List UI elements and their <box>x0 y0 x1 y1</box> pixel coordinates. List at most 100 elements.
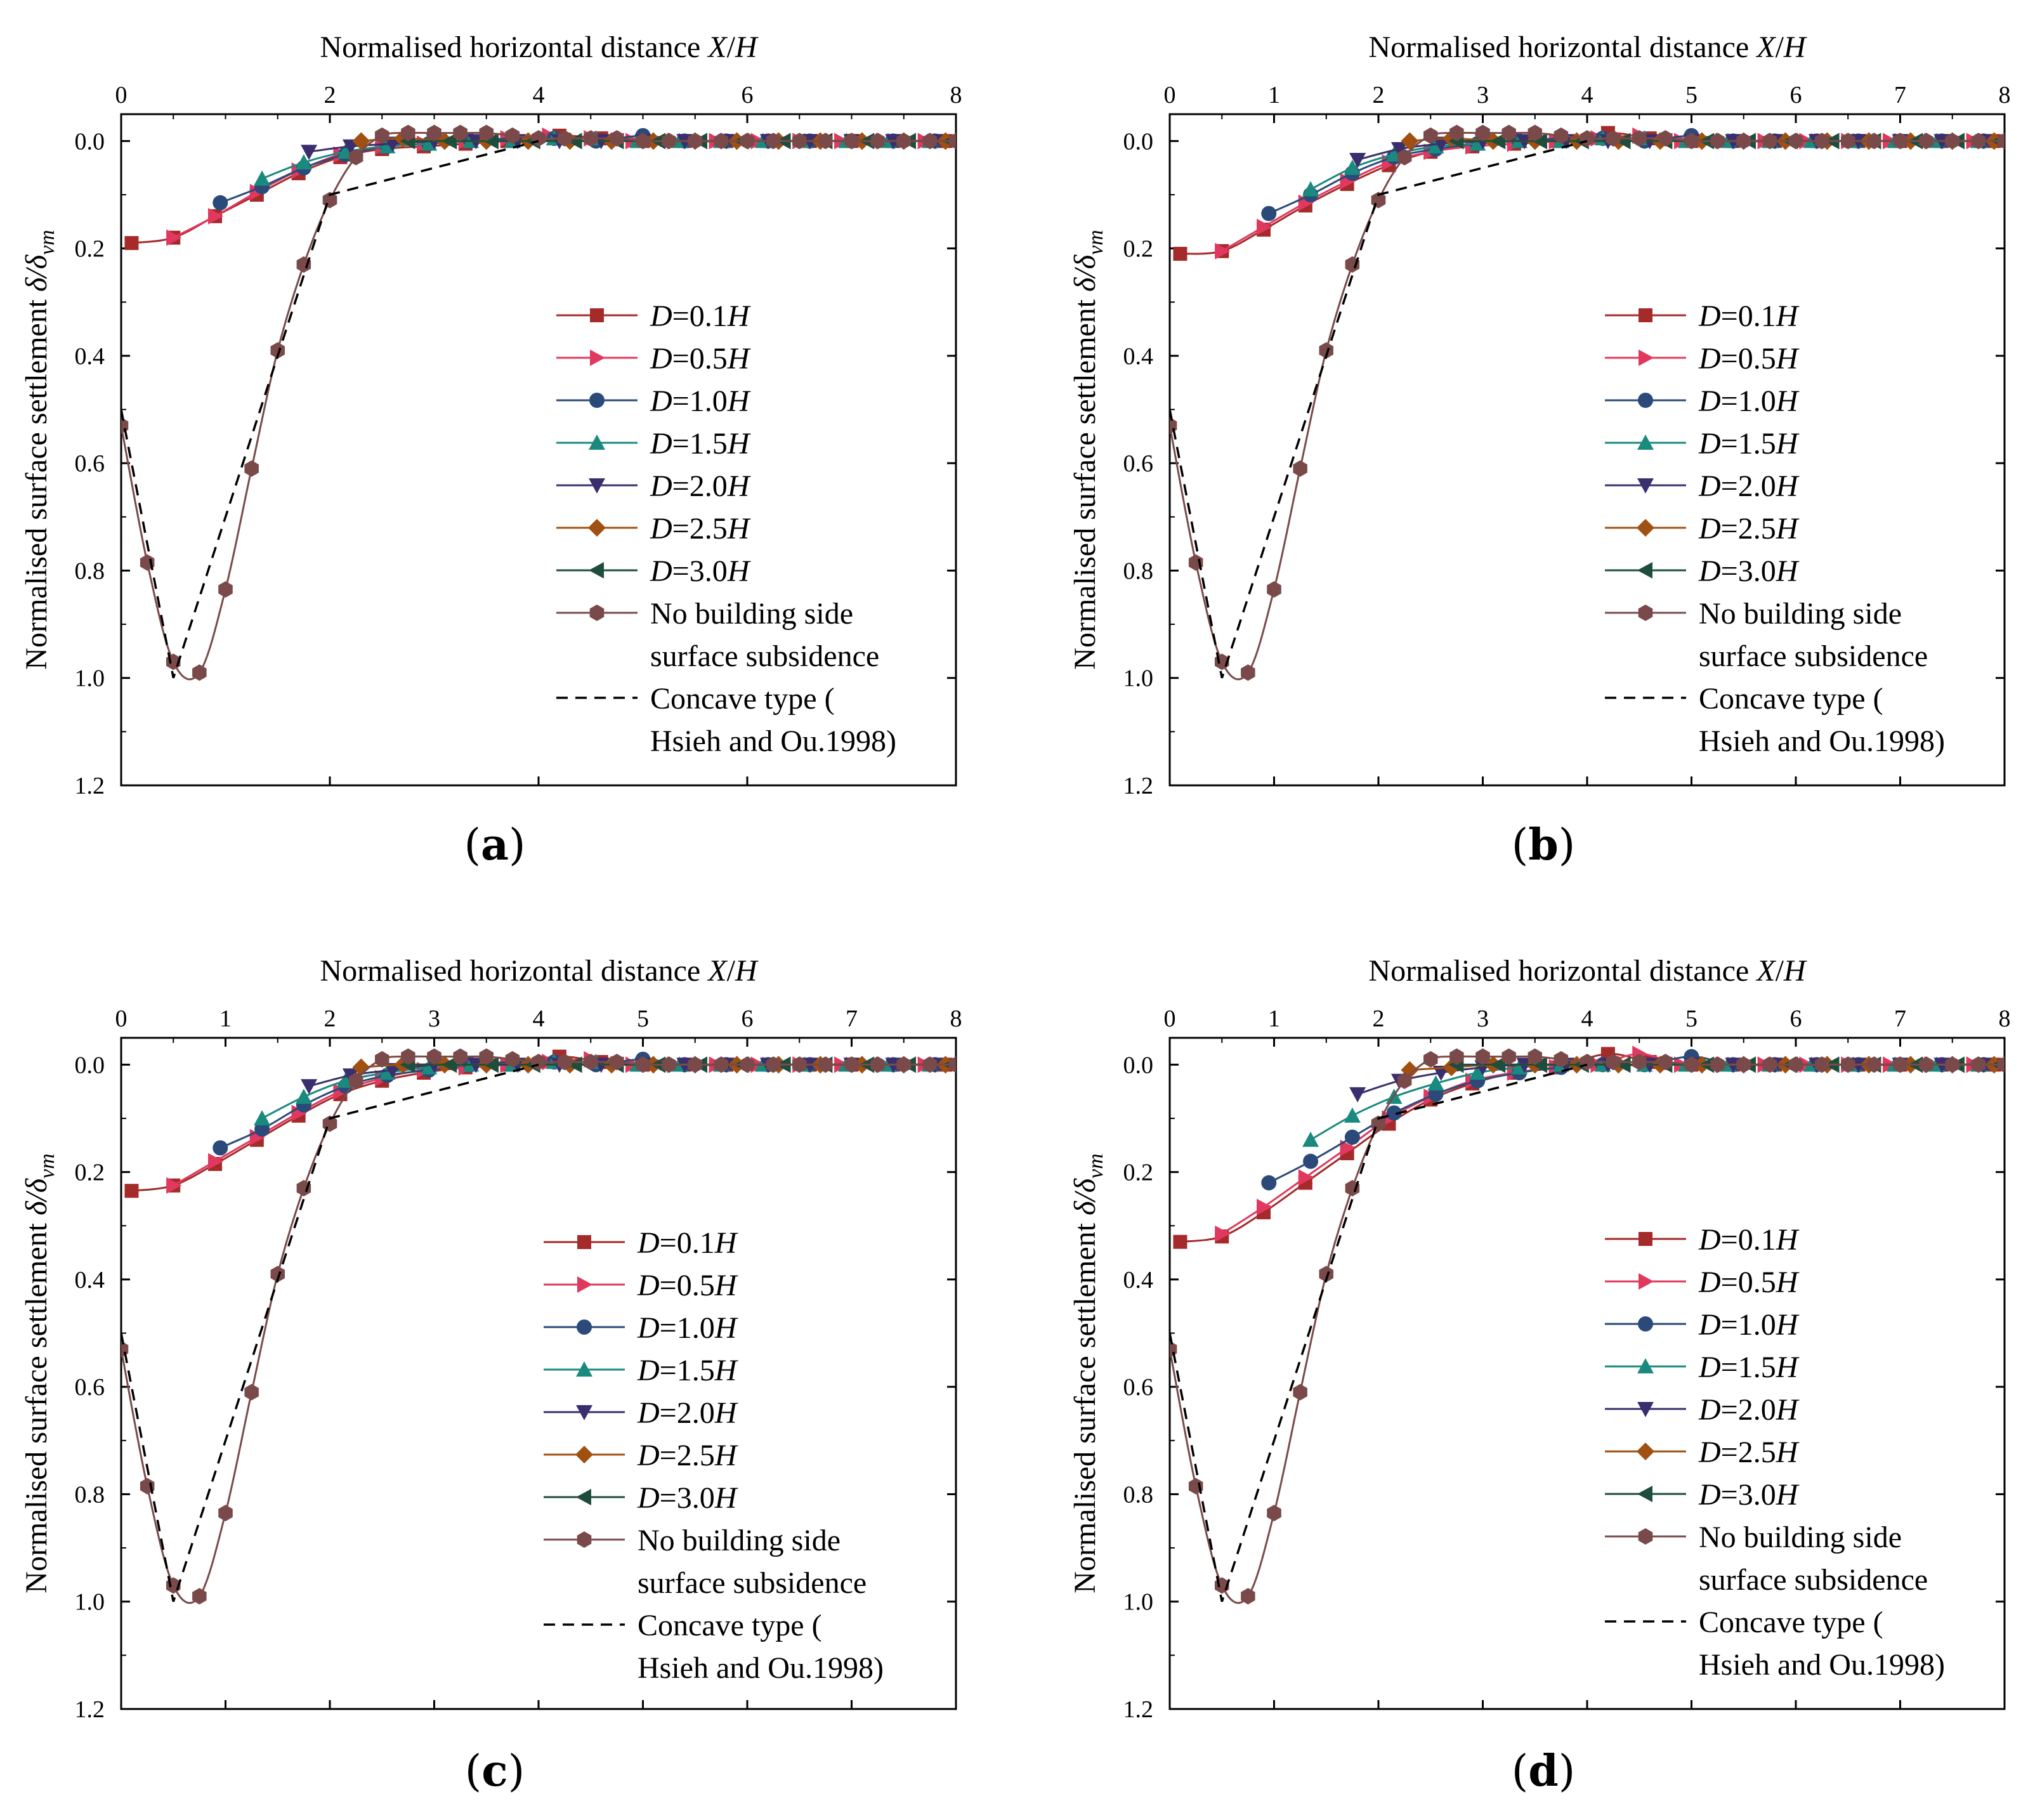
data-point <box>1298 1169 1314 1186</box>
data-layer <box>1170 1045 2005 1605</box>
y-axis-title: Normalised surface settlement δ/δvm <box>1068 230 1108 669</box>
legend-label: surface subsidence <box>638 1566 867 1600</box>
legend-label: D=2.5H <box>1698 512 1800 546</box>
y-tick-label: 0.8 <box>1123 1481 1154 1508</box>
data-point <box>1762 133 1777 150</box>
x-tick-label: 4 <box>533 1005 545 1032</box>
data-point <box>1841 1056 1855 1073</box>
data-point <box>1736 133 1751 150</box>
data-point <box>557 130 572 147</box>
data-point <box>1528 1048 1542 1065</box>
legend-label: D=0.5H <box>1698 342 1800 376</box>
data-point <box>1658 1054 1673 1071</box>
data-point <box>870 1056 885 1073</box>
legend-marker <box>1638 1316 1653 1332</box>
y-tick-label: 1.2 <box>1123 773 1154 799</box>
y-tick-label: 0.2 <box>75 236 105 263</box>
series-9 <box>121 1063 539 1602</box>
data-point <box>1215 242 1231 259</box>
data-point <box>166 229 182 246</box>
data-layer <box>121 1048 956 1605</box>
data-point <box>1945 1056 1959 1073</box>
x-tick-label: 8 <box>1999 1005 2011 1032</box>
legend-label: Hsieh and Ou.1998) <box>1699 724 1945 758</box>
x-tick-label: 7 <box>1894 1005 1906 1032</box>
y-tick-label: 0.4 <box>75 343 105 370</box>
data-point <box>296 1180 311 1196</box>
y-tick-label: 0.4 <box>1123 1267 1154 1293</box>
legend-label: surface subsidence <box>650 639 879 673</box>
data-point <box>948 133 956 150</box>
y-axis-title: Normalised surface settlement δ/δvm <box>20 1153 59 1593</box>
y-tick-label: 0.2 <box>1123 236 1154 263</box>
y-tick-label: 0.2 <box>75 1160 105 1186</box>
data-point <box>584 130 598 147</box>
data-point <box>401 124 415 141</box>
data-point <box>1893 133 1907 150</box>
data-point <box>610 1054 624 1071</box>
legend-marker <box>1638 605 1653 621</box>
data-point <box>166 1177 182 1194</box>
legend-label: D=1.0H <box>637 1311 738 1345</box>
y-tick-label: 0.0 <box>75 1052 105 1078</box>
data-point <box>1302 1131 1319 1147</box>
y-tick-label: 0.4 <box>1123 343 1154 370</box>
legend-label: D=1.5H <box>650 427 751 461</box>
data-point <box>1449 1048 1464 1065</box>
legend-marker <box>1637 435 1654 450</box>
data-point <box>1319 342 1333 359</box>
data-point <box>295 154 312 170</box>
x-tick-label: 5 <box>637 1005 649 1032</box>
data-point <box>766 133 781 150</box>
data-point <box>1173 247 1187 261</box>
y-tick-label: 0.4 <box>75 1267 105 1293</box>
data-point <box>1971 1056 1986 1073</box>
legend-marker <box>577 1531 592 1548</box>
data-point <box>896 1056 911 1073</box>
panel-label: (c) <box>465 1746 525 1797</box>
data-point <box>1241 1588 1255 1605</box>
y-axis-title: Normalised surface settlement δ/δvm <box>1068 1153 1108 1593</box>
data-point <box>218 581 233 598</box>
data-point <box>1344 159 1361 175</box>
data-point <box>1344 1107 1361 1123</box>
data-point <box>1475 1048 1490 1065</box>
y-tick-label: 1.0 <box>1123 1589 1154 1616</box>
legend-marker <box>590 308 604 322</box>
x-tick-label: 0 <box>115 82 128 108</box>
series-8 <box>121 124 956 681</box>
legend: D=0.1H D=0.5H D=1.0H D=1.5H D=2.0H D=2.5H D=3.… <box>1605 299 1945 758</box>
y-tick-label: 0.8 <box>75 558 105 584</box>
data-point <box>1215 1225 1231 1242</box>
data-point <box>896 133 911 150</box>
legend-label: D=2.0H <box>1698 469 1800 503</box>
y-tick-label: 0.8 <box>1123 558 1154 584</box>
data-point <box>348 1072 363 1089</box>
data-point <box>1606 130 1621 147</box>
data-point <box>1423 1051 1438 1068</box>
data-point <box>1386 1105 1402 1121</box>
x-tick-label: 1 <box>1268 82 1280 108</box>
y-tick-label: 1.0 <box>75 665 105 692</box>
y-tick-label: 0.2 <box>1123 1160 1154 1186</box>
legend-label: D=2.5H <box>1698 1436 1800 1469</box>
data-point <box>1684 1056 1699 1073</box>
legend-label: D=0.1H <box>1698 1223 1800 1257</box>
legend-label: Concave type ( <box>1699 682 1883 716</box>
data-point <box>1345 1180 1360 1196</box>
x-tick-label: 6 <box>742 82 754 108</box>
y-tick-label: 1.2 <box>1123 1696 1154 1723</box>
data-point <box>584 1054 598 1071</box>
data-point <box>352 1058 370 1077</box>
data-point <box>1241 664 1255 681</box>
data-point <box>1319 1266 1333 1283</box>
legend-label: Hsieh and Ou.1998) <box>1699 1648 1945 1682</box>
x-tick-label: 1 <box>1268 1005 1280 1032</box>
x-axis-title: Normalised horizontal distance X/H <box>1368 954 1807 988</box>
x-tick-label: 4 <box>1581 82 1593 108</box>
data-point <box>124 1184 139 1198</box>
data-point <box>1606 1054 1621 1071</box>
y-tick-label: 0.8 <box>75 1481 105 1508</box>
legend: D=0.1H D=0.5H D=1.0H D=1.5H D=2.0H D=2.5H D=3.… <box>544 1226 884 1685</box>
